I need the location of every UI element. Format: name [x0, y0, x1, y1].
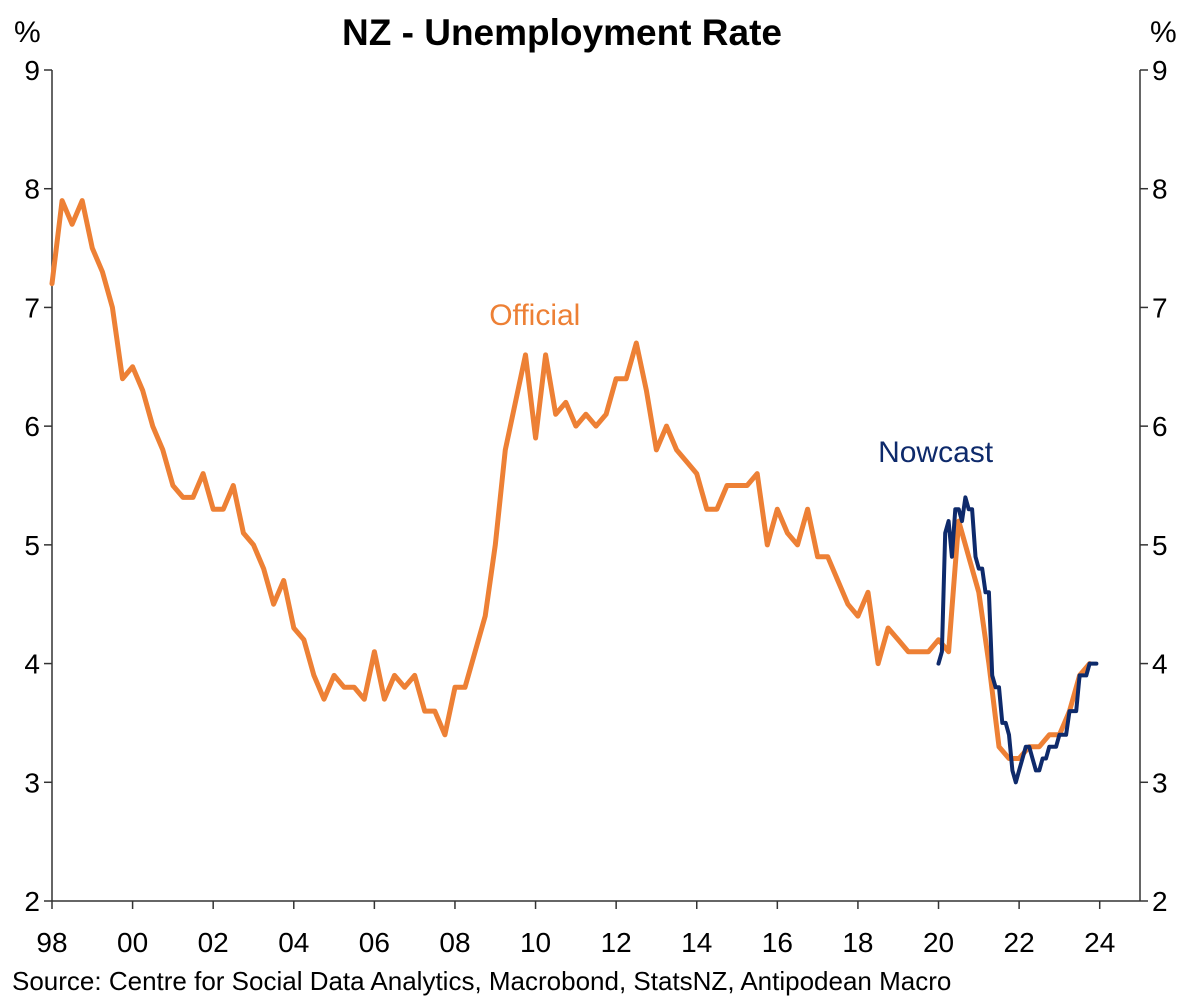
left-axis-unit: % [14, 16, 41, 49]
right-y-tick-label: 6 [1152, 411, 1168, 442]
x-tick-label: 00 [117, 927, 148, 958]
right-y-tick-label: 2 [1152, 886, 1168, 917]
right-y-axis-ticks: 2 3 4 5 6 7 8 9 [1140, 55, 1168, 917]
series-label-nowcast: Nowcast [878, 436, 994, 469]
annotation-layer: Official Nowcast [489, 299, 994, 469]
x-tick-label: 12 [601, 927, 632, 958]
right-y-tick-label: 9 [1152, 55, 1168, 86]
series-layer [49, 198, 1099, 785]
x-tick-label: 04 [278, 927, 309, 958]
left-y-tick-label: 4 [24, 649, 40, 680]
left-y-tick-label: 9 [24, 55, 40, 86]
x-tick-label: 22 [1004, 927, 1035, 958]
left-y-tick-label: 7 [24, 292, 40, 323]
right-y-tick-label: 8 [1152, 174, 1168, 205]
right-y-tick-label: 4 [1152, 649, 1168, 680]
right-axis-unit: % [1150, 16, 1177, 49]
chart-title: NZ - Unemployment Rate [342, 12, 782, 53]
x-tick-label: 20 [923, 927, 954, 958]
left-y-axis-ticks: 2 3 4 5 6 7 8 9 [24, 55, 52, 917]
right-y-tick-label: 7 [1152, 292, 1168, 323]
right-y-tick-label: 5 [1152, 530, 1168, 561]
x-tick-label: 06 [359, 927, 390, 958]
series-line-nowcast [936, 495, 1099, 785]
source-note: Source: Centre for Social Data Analytics… [12, 966, 952, 996]
x-tick-label: 02 [198, 927, 229, 958]
x-tick-label: 18 [842, 927, 873, 958]
chart-axes [51, 70, 1141, 902]
x-tick-label: 16 [762, 927, 793, 958]
left-y-tick-label: 8 [24, 174, 40, 205]
left-y-tick-label: 6 [24, 411, 40, 442]
x-tick-label: 24 [1084, 927, 1115, 958]
right-y-tick-label: 3 [1152, 767, 1168, 798]
series-label-official: Official [489, 299, 580, 332]
x-tick-label: 10 [520, 927, 551, 958]
x-tick-label: 98 [36, 927, 67, 958]
x-tick-label: 14 [681, 927, 712, 958]
left-y-tick-label: 5 [24, 530, 40, 561]
left-y-tick-label: 3 [24, 767, 40, 798]
series-line-official [49, 198, 1093, 761]
x-tick-label: 08 [439, 927, 470, 958]
left-y-tick-label: 2 [24, 886, 40, 917]
x-axis-ticks: 98 00 02 04 06 08 10 12 14 16 18 20 22 24 [36, 901, 1115, 958]
